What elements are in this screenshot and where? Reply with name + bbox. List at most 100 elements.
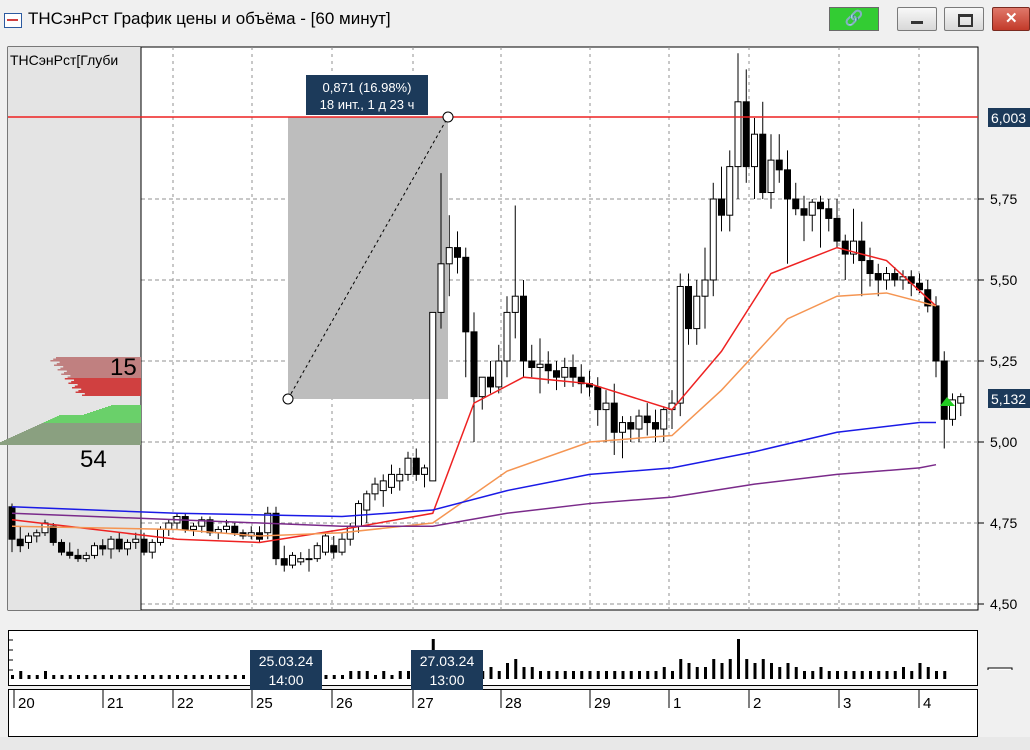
y-tick-label: 4,50 [990, 596, 1017, 612]
title-bar: ТНСэнРст График цены и объёма - [60 мину… [0, 0, 1030, 41]
date-label: 2 [753, 695, 761, 708]
depth-bid-bar [102, 408, 141, 409]
candle-down [742, 101, 750, 168]
candle-down [652, 422, 659, 430]
candle-up [660, 409, 668, 430]
minimize-button[interactable] [897, 7, 937, 31]
candle-up [561, 366, 569, 378]
price-chart[interactable]: ТНСэнРст[Глуби 15 54 0,871 (16.98%) 18 и… [0, 40, 1030, 670]
current-price-text: 5,132 [991, 391, 1026, 407]
volume-bar [506, 663, 509, 679]
candle-down [181, 516, 189, 530]
link-button[interactable]: 🔗 [829, 7, 879, 31]
candle-up [503, 311, 511, 362]
candle-up [421, 467, 428, 475]
volume-bar [770, 663, 773, 679]
volume-bar [349, 671, 353, 679]
candle-up [396, 473, 404, 482]
measure-line[interactable] [287, 116, 449, 400]
volume-bar [704, 667, 707, 679]
volume-bar [935, 671, 938, 679]
measure-end-handle[interactable] [442, 111, 454, 123]
candle-up [190, 525, 197, 530]
depth-ask-bar [50, 360, 141, 362]
depth-ask-bar [74, 379, 141, 381]
depth-panel [8, 47, 141, 610]
volume-bar [745, 659, 749, 679]
candle-down [66, 551, 74, 556]
candle-up [82, 554, 90, 560]
volume-bar [52, 675, 56, 679]
volume-bar [192, 675, 196, 679]
depth-bid-bar [21, 432, 142, 433]
close-button[interactable] [992, 7, 1030, 31]
volume-bar [126, 675, 130, 679]
volume-bar [910, 671, 914, 679]
candle-up [379, 480, 387, 492]
candle-down [792, 198, 800, 210]
candle-up [107, 538, 115, 550]
volume-bar [555, 671, 559, 679]
maximize-button[interactable] [944, 7, 984, 31]
depth-bid-bar [0, 443, 142, 444]
candle-down [462, 256, 470, 333]
depth-bid-bar [43, 422, 141, 423]
volume-bar [654, 671, 658, 679]
volume-bar [93, 675, 97, 679]
volume-bar [176, 675, 179, 679]
candle-up [635, 415, 643, 430]
current-price-label [988, 389, 1030, 408]
volume-bar [159, 675, 163, 679]
depth-bid-bar [105, 407, 141, 408]
y-tick-label: 5,00 [990, 434, 1017, 450]
volume-bar [134, 675, 138, 679]
volume-bar [27, 675, 31, 679]
volume-bar [877, 671, 881, 679]
candle-down [932, 305, 940, 362]
volume-bar [242, 675, 245, 679]
depth-ask-bar [66, 370, 141, 372]
depth-panel-label: ТНСэнРст[Глуби [10, 52, 118, 68]
volume-panel[interactable] [8, 630, 978, 686]
depth-bid-bar [54, 417, 141, 418]
depth-ask-bar [67, 376, 141, 378]
moving-average-line [11, 246, 937, 544]
volume-bar [167, 675, 171, 679]
depth-ask-bar [53, 358, 142, 360]
volume-bar [943, 671, 947, 679]
candle-down [833, 217, 841, 242]
volume-bar [382, 671, 386, 679]
moving-average-line [11, 421, 936, 518]
candle-down [280, 558, 288, 566]
volume-bar [390, 675, 394, 679]
candle-up [363, 493, 371, 511]
candle-down [594, 386, 602, 411]
volume-bar [332, 675, 336, 679]
measure-start-handle[interactable] [282, 393, 294, 405]
depth-bid-bar [84, 414, 141, 415]
depth-bid-bar [96, 410, 141, 411]
candle-up [437, 263, 445, 313]
date-axis-labels: 20212225262728291234Apr 25.03.24 14:00 2… [13, 650, 931, 708]
volume-bar [753, 663, 757, 679]
candle-up [495, 360, 503, 388]
depth-ask-bar [72, 387, 141, 389]
candle-up [676, 285, 684, 404]
volume-bar [786, 663, 790, 679]
volume-bar [19, 671, 23, 679]
volume-bar [530, 667, 534, 679]
volume-bar [869, 671, 872, 679]
depth-bid-bar [10, 437, 141, 438]
candle-down [470, 331, 478, 398]
date-cursor-1 [250, 650, 322, 690]
candle-up [701, 279, 709, 297]
volume-bar [737, 639, 740, 679]
volume-bar [613, 671, 617, 679]
depth-bid-bar [23, 431, 141, 432]
volume-bar [324, 675, 328, 679]
depth-bid-bar [45, 421, 141, 422]
volume-bar [827, 671, 831, 679]
candle-down [858, 240, 866, 262]
candle-up [693, 295, 701, 330]
depth-ask-bar [70, 375, 141, 377]
